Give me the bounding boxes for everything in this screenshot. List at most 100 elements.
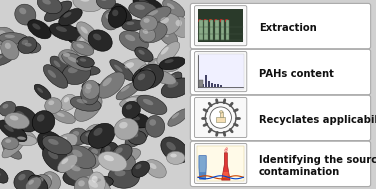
Ellipse shape (167, 81, 178, 88)
Ellipse shape (79, 0, 89, 2)
Ellipse shape (149, 10, 158, 16)
Ellipse shape (18, 174, 26, 180)
Ellipse shape (139, 0, 150, 5)
Circle shape (224, 149, 227, 152)
Ellipse shape (19, 8, 26, 14)
Ellipse shape (76, 56, 94, 67)
Ellipse shape (68, 67, 78, 73)
Ellipse shape (37, 0, 62, 14)
Ellipse shape (42, 172, 61, 189)
Ellipse shape (85, 87, 91, 94)
Ellipse shape (68, 26, 88, 43)
Ellipse shape (20, 41, 41, 53)
FancyBboxPatch shape (190, 49, 371, 95)
Ellipse shape (166, 142, 176, 150)
Ellipse shape (62, 53, 92, 71)
Text: Extraction: Extraction (259, 23, 316, 33)
Ellipse shape (111, 148, 141, 166)
Ellipse shape (62, 63, 91, 84)
Ellipse shape (220, 111, 223, 113)
Ellipse shape (149, 119, 156, 126)
Ellipse shape (68, 146, 99, 168)
Ellipse shape (88, 172, 105, 189)
Ellipse shape (70, 96, 101, 111)
Bar (215, 19, 218, 40)
Ellipse shape (79, 155, 88, 160)
Ellipse shape (82, 82, 103, 95)
Ellipse shape (59, 137, 67, 143)
Ellipse shape (103, 77, 112, 86)
Ellipse shape (139, 26, 156, 42)
Ellipse shape (48, 150, 58, 159)
Ellipse shape (0, 27, 15, 45)
Circle shape (210, 107, 231, 128)
Ellipse shape (155, 60, 166, 64)
Ellipse shape (126, 98, 136, 101)
Ellipse shape (64, 97, 69, 102)
Ellipse shape (18, 37, 37, 53)
Ellipse shape (3, 104, 8, 108)
Ellipse shape (93, 34, 101, 40)
Ellipse shape (4, 125, 14, 132)
Ellipse shape (73, 152, 100, 170)
Ellipse shape (138, 50, 145, 55)
Ellipse shape (104, 155, 114, 161)
Ellipse shape (132, 161, 150, 177)
Ellipse shape (85, 124, 109, 145)
Ellipse shape (122, 101, 140, 119)
Bar (210, 19, 213, 40)
Ellipse shape (5, 139, 11, 143)
Ellipse shape (141, 68, 148, 74)
Ellipse shape (148, 69, 176, 84)
Ellipse shape (112, 144, 132, 163)
Ellipse shape (86, 176, 113, 189)
Ellipse shape (73, 131, 79, 136)
Ellipse shape (176, 20, 182, 26)
Ellipse shape (137, 95, 167, 115)
Ellipse shape (28, 175, 48, 189)
Ellipse shape (133, 70, 155, 91)
Ellipse shape (77, 67, 87, 70)
Ellipse shape (0, 101, 16, 116)
Bar (199, 84, 200, 87)
Ellipse shape (94, 128, 103, 136)
Ellipse shape (32, 179, 38, 185)
Ellipse shape (122, 20, 144, 31)
FancyBboxPatch shape (190, 3, 371, 49)
Ellipse shape (135, 4, 145, 10)
Ellipse shape (128, 131, 146, 145)
Ellipse shape (50, 5, 59, 12)
Bar (199, 80, 203, 87)
FancyBboxPatch shape (190, 141, 371, 187)
Ellipse shape (76, 44, 84, 48)
Ellipse shape (135, 164, 141, 169)
Ellipse shape (139, 22, 167, 43)
Bar (199, 19, 203, 40)
Ellipse shape (2, 137, 19, 149)
Ellipse shape (72, 150, 82, 157)
Ellipse shape (87, 146, 107, 164)
Ellipse shape (0, 120, 27, 142)
Ellipse shape (0, 53, 14, 66)
Ellipse shape (59, 9, 82, 26)
Ellipse shape (96, 0, 115, 9)
Ellipse shape (74, 177, 93, 189)
Bar (217, 84, 219, 87)
Ellipse shape (58, 155, 78, 173)
Ellipse shape (74, 150, 85, 156)
Polygon shape (199, 172, 206, 179)
Ellipse shape (0, 33, 28, 44)
Ellipse shape (116, 147, 123, 153)
Ellipse shape (97, 72, 125, 98)
Circle shape (203, 19, 207, 22)
Ellipse shape (92, 176, 98, 183)
Ellipse shape (80, 130, 105, 145)
Ellipse shape (145, 160, 166, 178)
Ellipse shape (21, 40, 28, 45)
Ellipse shape (55, 133, 78, 152)
Ellipse shape (71, 29, 99, 57)
Ellipse shape (48, 139, 59, 145)
Ellipse shape (138, 74, 145, 80)
Ellipse shape (24, 43, 32, 46)
Ellipse shape (110, 60, 134, 81)
